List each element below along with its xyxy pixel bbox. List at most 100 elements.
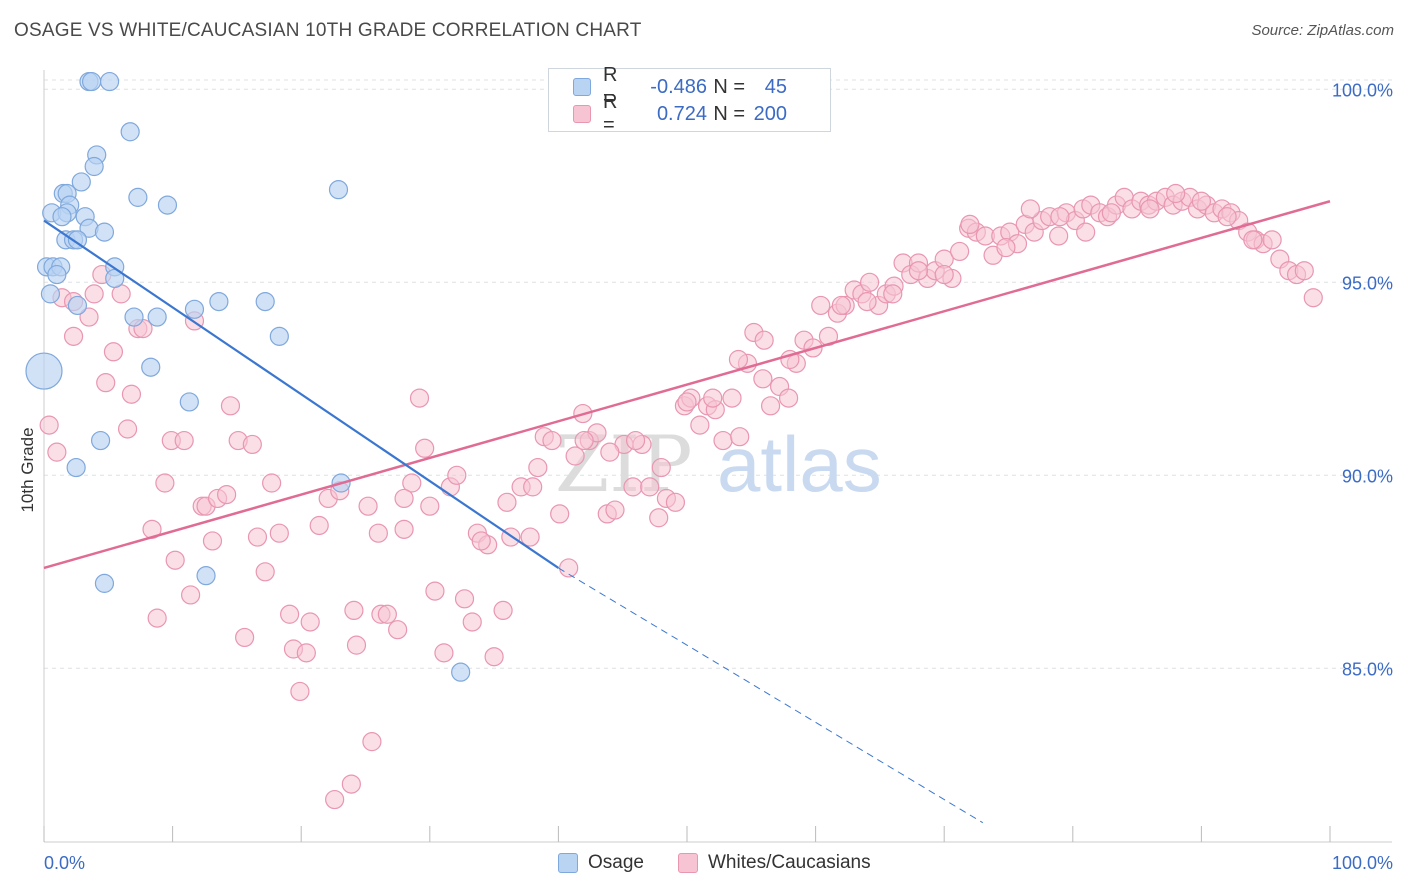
osage-point	[84, 156, 104, 177]
whites-point	[520, 527, 540, 547]
whites-point	[103, 342, 124, 362]
osage-point	[269, 326, 289, 346]
chart-title: OSAGE VS WHITE/CAUCASIAN 10TH GRADE CORR…	[14, 20, 642, 41]
whites-point	[255, 562, 275, 582]
legend-n-value: 45	[764, 75, 787, 98]
whites-point	[651, 457, 671, 478]
whites-point	[860, 272, 880, 292]
osage-point	[25, 352, 63, 390]
whites-point	[117, 419, 138, 439]
bottom-legend-whites: Whites/Caucasians	[678, 852, 871, 874]
legend-r-value: 0.724	[656, 102, 707, 125]
trend-lines	[43, 200, 1331, 824]
bottom-legend-label-osage: Osage	[588, 852, 644, 873]
bottom-legend-label-whites: Whites/Caucasians	[708, 852, 871, 873]
whites-point	[377, 604, 397, 624]
whites-point	[728, 349, 749, 370]
grid-lines	[44, 79, 1392, 669]
legend-swatch-whites	[573, 105, 591, 123]
osage-point	[67, 295, 88, 316]
whites-point	[402, 473, 422, 493]
whites-point	[703, 388, 723, 408]
whites-point	[1166, 183, 1186, 204]
tick-labels: 100.0% 95.0% 90.0% 85.0% 0.0% 100.0%	[44, 80, 1393, 873]
osage-point	[124, 307, 144, 327]
whites-point	[388, 620, 408, 640]
whites-point	[623, 477, 643, 497]
whites-point	[1050, 207, 1070, 227]
osage-point	[81, 71, 102, 92]
whites-point	[690, 415, 710, 435]
osage-point	[209, 292, 229, 312]
osage-point	[99, 71, 120, 92]
whites-point	[63, 326, 84, 346]
whites-point	[778, 388, 799, 408]
whites-point	[600, 442, 620, 462]
whites-point	[300, 612, 320, 632]
whites-point	[47, 442, 67, 462]
whites-point	[346, 635, 367, 655]
whites-point	[344, 600, 364, 621]
whites-point	[1262, 230, 1282, 250]
whites-point	[280, 604, 300, 624]
bottom-legend-osage: Osage	[558, 852, 644, 874]
bottom-legend-swatch-osage	[558, 853, 578, 873]
osage-point	[141, 357, 161, 377]
whites-point	[296, 643, 316, 663]
whites-point	[325, 789, 345, 810]
whites-point	[730, 427, 750, 447]
whites-point	[434, 643, 454, 663]
whites-point	[96, 373, 116, 393]
legend-swatch-osage	[573, 78, 591, 96]
whites-point	[415, 438, 435, 458]
legend-n-value: 200	[753, 102, 787, 125]
whites-point	[147, 608, 167, 628]
whites-point	[1020, 199, 1040, 219]
whites-point	[528, 457, 548, 478]
whites-points	[39, 183, 1323, 810]
whites-point	[753, 369, 773, 389]
whites-point	[454, 589, 475, 609]
y-tick-label: 85.0%	[1342, 659, 1393, 679]
legend-n-label: N =	[713, 102, 745, 125]
whites-point	[857, 292, 877, 312]
whites-point	[181, 585, 201, 605]
osage-point	[90, 430, 111, 451]
whites-point	[831, 295, 851, 316]
osage-point	[66, 457, 86, 478]
whites-trend-line	[43, 200, 1331, 570]
source-label: Source: ZipAtlas.com	[1251, 22, 1394, 39]
osage-trend-line	[43, 219, 560, 569]
osage-point	[255, 292, 275, 312]
whites-point	[1140, 199, 1160, 219]
osage-point	[40, 284, 61, 304]
whites-point	[155, 473, 175, 493]
whites-point	[908, 261, 929, 281]
whites-point	[341, 774, 361, 794]
whites-point	[462, 612, 482, 632]
whites-point	[235, 627, 255, 648]
whites-point	[262, 473, 282, 493]
y-tick-label: 90.0%	[1342, 466, 1393, 486]
osage-point	[451, 662, 471, 682]
legend: R = -0.486 N = 45 R = 0.724 N = 200	[548, 64, 831, 136]
whites-point	[362, 732, 382, 752]
osage-point	[184, 299, 205, 319]
whites-point	[368, 523, 388, 543]
whites-point	[220, 396, 241, 416]
whites-point	[640, 477, 660, 497]
y-tick-label: 100.0%	[1332, 80, 1393, 100]
whites-point	[713, 430, 733, 451]
whites-point	[358, 496, 378, 516]
bottom-legend-swatch-whites	[678, 853, 698, 873]
osage-point	[147, 307, 167, 327]
whites-point	[1076, 222, 1096, 242]
x-tick-label-max: 100.0%	[1332, 853, 1393, 873]
whites-point	[550, 504, 570, 524]
osage-point	[52, 207, 72, 227]
whites-point	[217, 485, 237, 505]
whites-point	[649, 508, 669, 528]
whites-point	[447, 465, 467, 485]
y-tick-label: 95.0%	[1342, 273, 1393, 293]
whites-point	[754, 330, 774, 350]
